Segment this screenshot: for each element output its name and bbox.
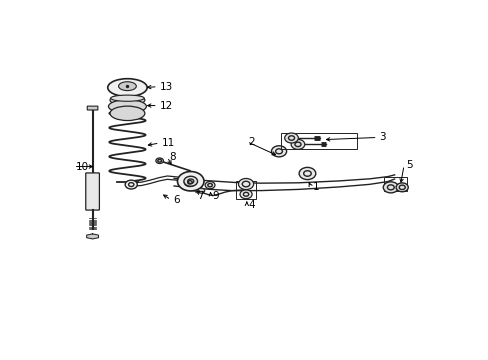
Circle shape — [284, 133, 298, 143]
Polygon shape — [86, 234, 98, 239]
Text: 12: 12 — [159, 100, 173, 111]
Bar — [383, 177, 406, 191]
Circle shape — [240, 190, 252, 199]
Circle shape — [290, 139, 304, 149]
FancyBboxPatch shape — [85, 173, 99, 210]
Ellipse shape — [110, 95, 144, 101]
Circle shape — [271, 146, 286, 157]
Text: 3: 3 — [379, 132, 386, 143]
Circle shape — [177, 172, 203, 191]
Circle shape — [125, 180, 137, 189]
Circle shape — [183, 176, 197, 186]
Text: 9: 9 — [212, 191, 219, 201]
Text: 1: 1 — [312, 183, 319, 192]
Circle shape — [184, 178, 195, 186]
Circle shape — [156, 158, 163, 163]
Text: 5: 5 — [405, 160, 412, 170]
Circle shape — [299, 167, 315, 180]
Circle shape — [238, 179, 253, 190]
Text: 13: 13 — [159, 82, 173, 92]
Circle shape — [395, 183, 407, 192]
Ellipse shape — [110, 94, 144, 105]
Text: 2: 2 — [248, 136, 255, 147]
Text: 4: 4 — [248, 201, 255, 210]
Text: 11: 11 — [161, 138, 174, 148]
Circle shape — [205, 181, 215, 189]
Ellipse shape — [108, 100, 146, 113]
Ellipse shape — [110, 106, 144, 121]
Bar — [236, 181, 255, 199]
Text: 8: 8 — [169, 152, 175, 162]
Text: 6: 6 — [173, 195, 179, 205]
Circle shape — [198, 188, 204, 193]
Ellipse shape — [118, 82, 136, 91]
FancyBboxPatch shape — [87, 106, 98, 110]
Circle shape — [383, 182, 398, 193]
Text: 10: 10 — [75, 162, 88, 172]
Ellipse shape — [107, 79, 147, 96]
Bar — [280, 133, 356, 149]
Text: 7: 7 — [197, 191, 204, 201]
